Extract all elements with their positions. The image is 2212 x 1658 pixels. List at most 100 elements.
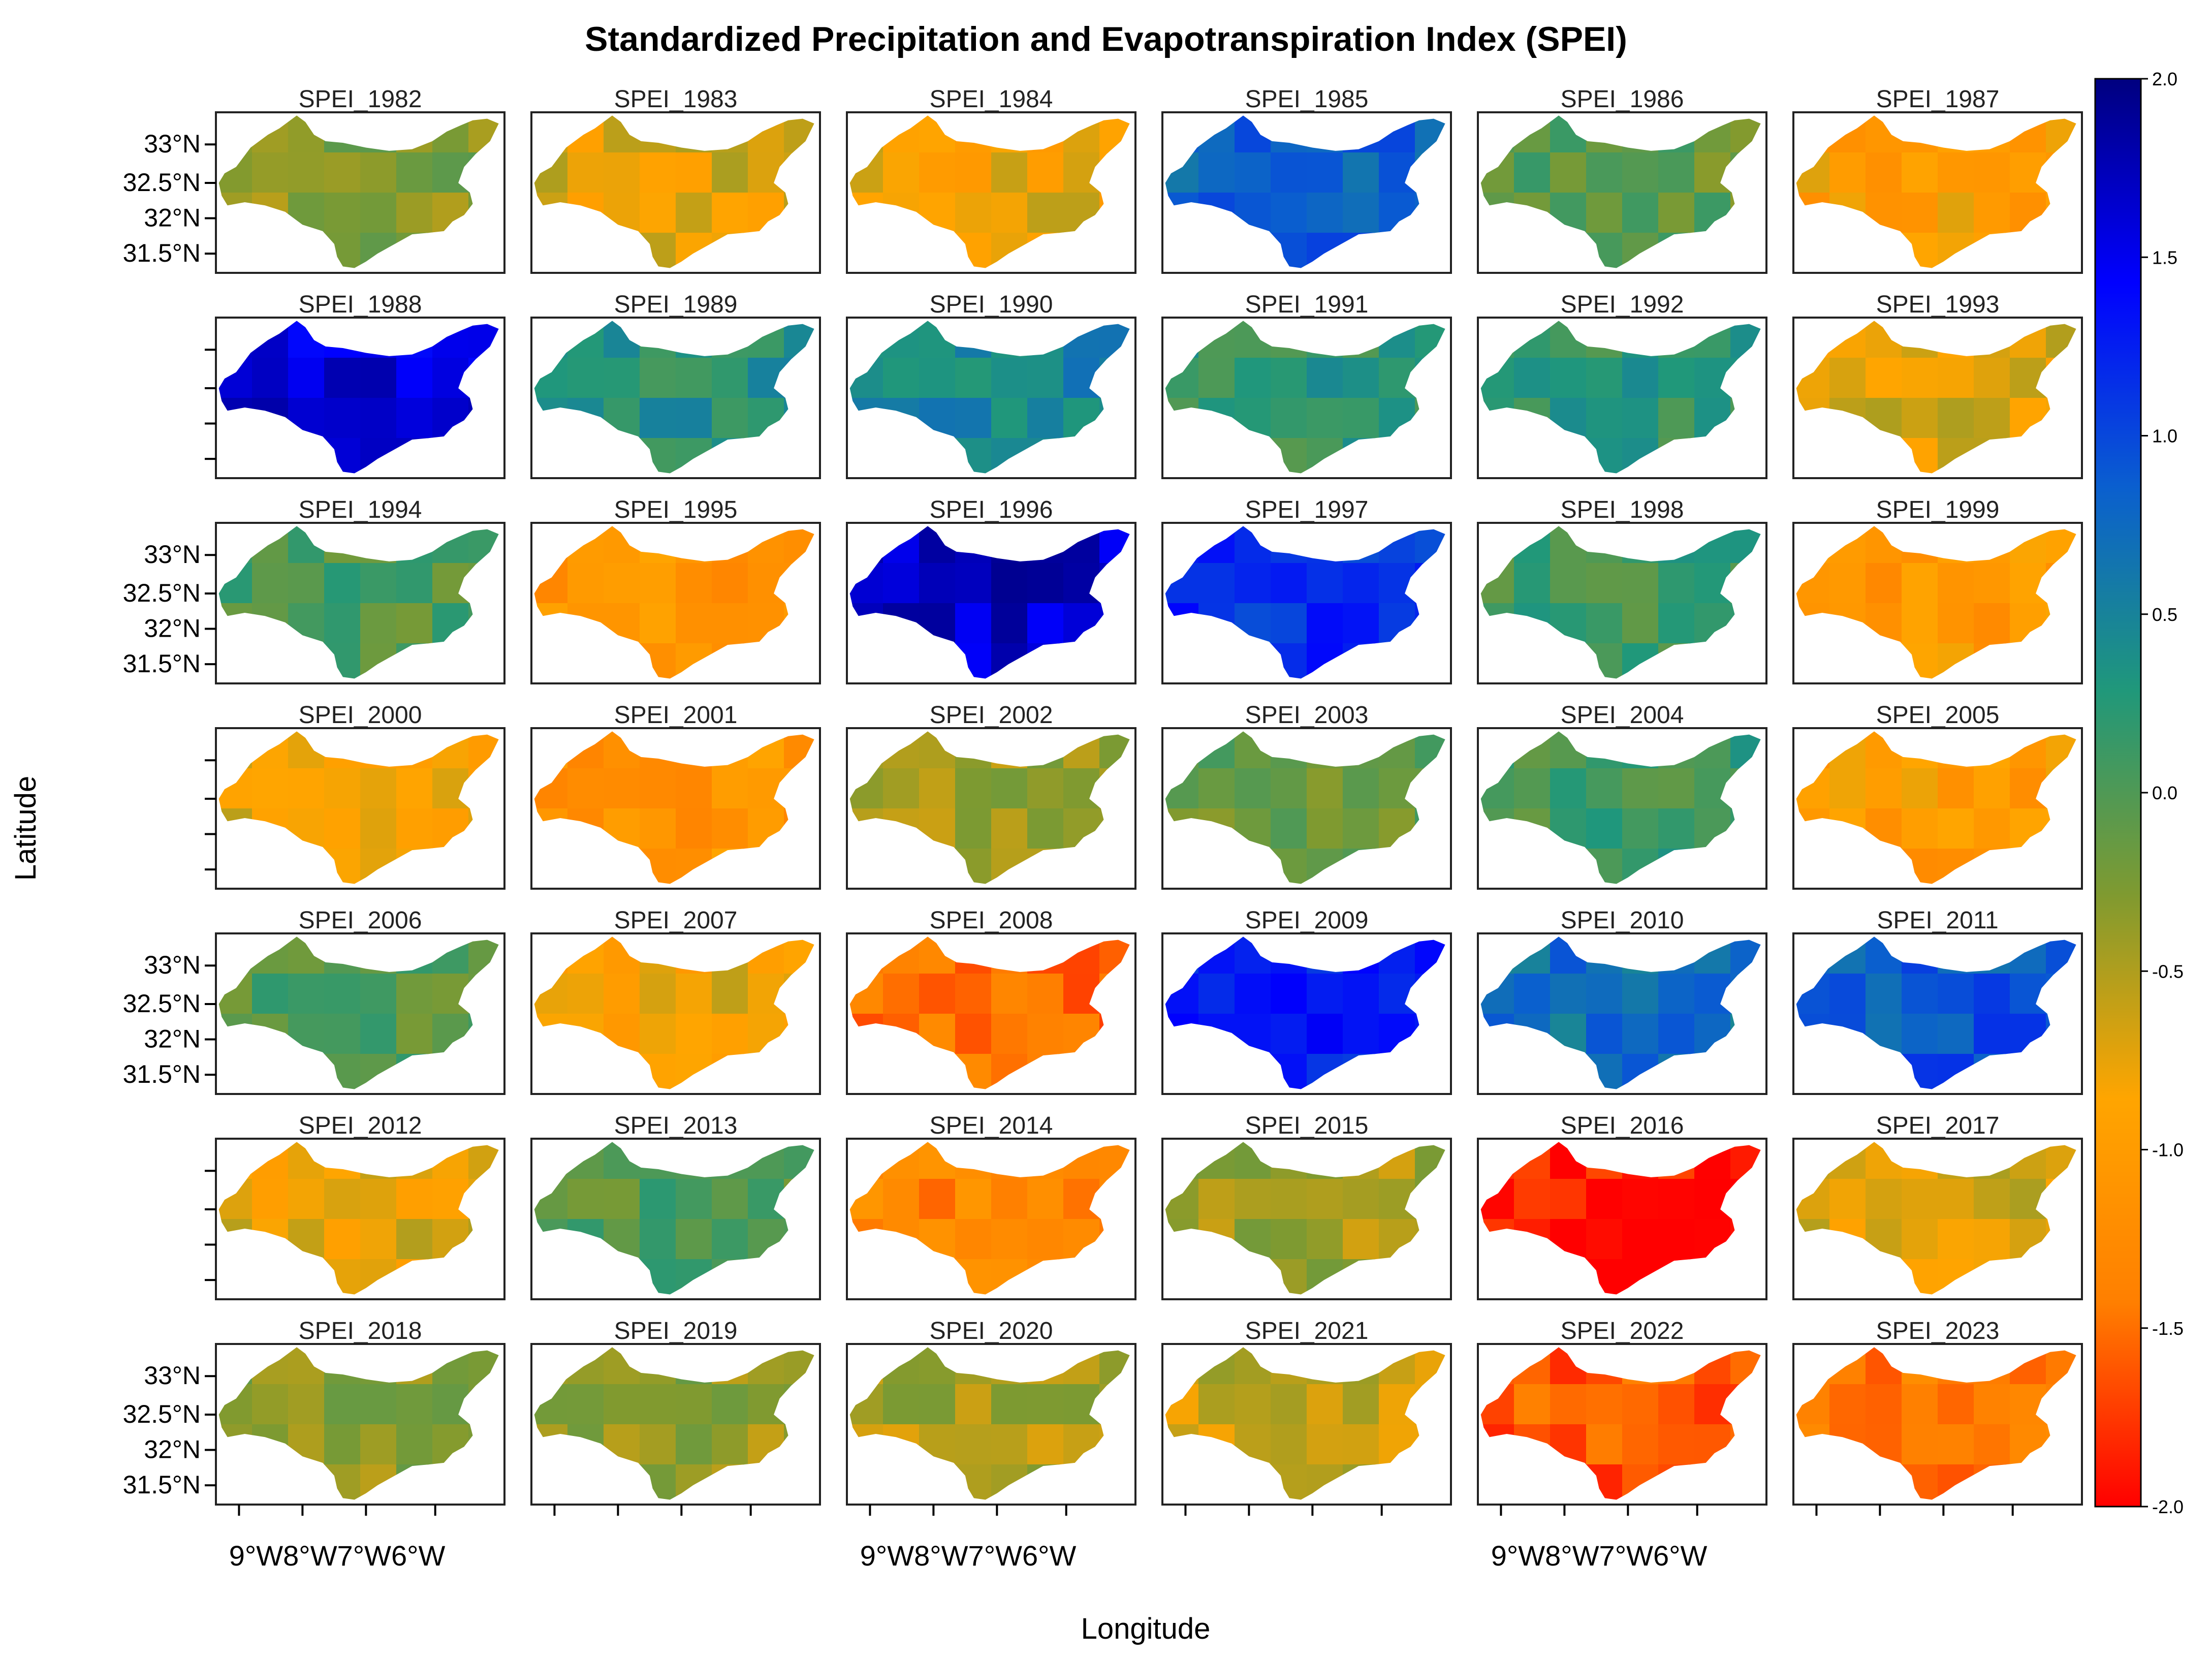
heatmap-cell bbox=[1622, 1424, 1659, 1465]
heatmap-cell bbox=[1622, 152, 1659, 193]
y-tick-label: 33°N bbox=[144, 951, 201, 979]
panel-title: SPEI_2002 bbox=[930, 702, 1053, 729]
panel-title: SPEI_1994 bbox=[299, 496, 422, 523]
heatmap-cell bbox=[1307, 1014, 1343, 1054]
panel-title: SPEI_2014 bbox=[930, 1112, 1053, 1139]
heatmap-cell bbox=[1027, 768, 1064, 809]
heatmap-cell bbox=[1586, 974, 1623, 1014]
heatmap-cell bbox=[324, 808, 361, 849]
heatmap-cell bbox=[640, 768, 676, 809]
heatmap-cell bbox=[955, 398, 992, 439]
heatmap-cell bbox=[1829, 152, 1866, 193]
heatmap-cell bbox=[640, 603, 676, 644]
heatmap-cell bbox=[567, 1384, 604, 1425]
heatmap-cell bbox=[1027, 1384, 1064, 1425]
heatmap-cell bbox=[1938, 1384, 1974, 1425]
heatmap-cell bbox=[1271, 603, 1307, 644]
heatmap-cell bbox=[712, 398, 748, 439]
heatmap-cell bbox=[1938, 398, 1974, 439]
heatmap-cell bbox=[1343, 1179, 1379, 1219]
heatmap-cell bbox=[1343, 563, 1379, 604]
heatmap-cell bbox=[1658, 1014, 1695, 1054]
heatmap-cell bbox=[1271, 1179, 1307, 1219]
heatmap-cell bbox=[1198, 768, 1235, 809]
heatmap-cell bbox=[324, 603, 361, 644]
heatmap-cell bbox=[1027, 808, 1064, 849]
heatmap-cell bbox=[1586, 1384, 1623, 1425]
heatmap-cell bbox=[991, 1424, 1028, 1465]
heatmap-cell bbox=[1307, 808, 1343, 849]
colorbar-tick-label: -2.0 bbox=[2152, 1496, 2184, 1517]
heatmap-cell bbox=[1307, 974, 1343, 1014]
heatmap-cell bbox=[1902, 193, 1938, 233]
heatmap-cell bbox=[1307, 152, 1343, 193]
heatmap-cell bbox=[567, 974, 604, 1014]
panel-title: SPEI_2005 bbox=[1876, 702, 2000, 729]
heatmap-cell bbox=[1866, 152, 1902, 193]
heatmap-cell bbox=[1658, 1179, 1695, 1219]
heatmap-cell bbox=[676, 152, 712, 193]
heatmap-cell bbox=[604, 358, 640, 398]
panel-title: SPEI_2019 bbox=[614, 1318, 738, 1344]
heatmap-cell bbox=[1271, 768, 1307, 809]
heatmap-cell bbox=[324, 1384, 361, 1425]
heatmap-cell bbox=[360, 563, 397, 604]
heatmap-cell bbox=[1307, 768, 1343, 809]
heatmap-cell bbox=[955, 358, 992, 398]
heatmap-cell bbox=[1198, 1179, 1235, 1219]
heatmap-cell bbox=[1866, 974, 1902, 1014]
heatmap-cell bbox=[1622, 1179, 1659, 1219]
heatmap-cell bbox=[640, 974, 676, 1014]
panel-title: SPEI_1997 bbox=[1245, 496, 1369, 523]
heatmap-cell bbox=[883, 152, 920, 193]
heatmap-cell bbox=[991, 152, 1028, 193]
heatmap-cell bbox=[1343, 1219, 1379, 1260]
panel-title: SPEI_1985 bbox=[1245, 86, 1369, 113]
panel-title: SPEI_2008 bbox=[930, 907, 1053, 934]
heatmap-cell bbox=[396, 1384, 433, 1425]
colorbar-gradient bbox=[2094, 78, 2142, 1508]
heatmap-cell bbox=[1974, 1014, 2010, 1054]
heatmap-cell bbox=[360, 358, 397, 398]
heatmap-cell bbox=[1586, 1424, 1623, 1465]
colorbar-tick-label: -1.5 bbox=[2152, 1318, 2184, 1339]
heatmap-cell bbox=[991, 974, 1028, 1014]
heatmap-cell bbox=[919, 152, 956, 193]
heatmap-cell bbox=[324, 398, 361, 439]
heatmap-cell bbox=[1198, 152, 1235, 193]
heatmap-cell bbox=[396, 1014, 433, 1054]
heatmap-cell bbox=[883, 1179, 920, 1219]
heatmap-cell bbox=[1974, 398, 2010, 439]
heatmap-cell bbox=[1902, 768, 1938, 809]
heatmap-cell bbox=[1586, 398, 1623, 439]
heatmap-cell bbox=[1271, 193, 1307, 233]
heatmap-cell bbox=[1938, 1014, 1974, 1054]
heatmap-cell bbox=[1271, 358, 1307, 398]
heatmap-cell bbox=[1974, 603, 2010, 644]
colorbar: 2.0 1.5 1.0 0.5 0.0 -0.5 -1.0 -1.5 -2.0 bbox=[2094, 69, 2184, 1517]
heatmap-cell bbox=[1622, 1384, 1659, 1425]
heatmap-cell bbox=[1343, 1424, 1379, 1465]
heatmap-cell bbox=[1902, 974, 1938, 1014]
heatmap-cell bbox=[676, 974, 712, 1014]
heatmap-cell bbox=[712, 808, 748, 849]
heatmap-cell bbox=[955, 193, 992, 233]
heatmap-cell bbox=[1974, 1219, 2010, 1260]
heatmap-cell bbox=[1307, 193, 1343, 233]
heatmap-cell bbox=[567, 563, 604, 604]
panel-title: SPEI_2016 bbox=[1561, 1112, 1684, 1139]
heatmap-cell bbox=[1658, 603, 1695, 644]
heatmap-cell bbox=[1974, 563, 2010, 604]
panel-title: SPEI_1993 bbox=[1876, 291, 2000, 318]
x-tick-labels: 9°W8°W7°W6°W bbox=[229, 1540, 446, 1572]
panel-title: SPEI_1982 bbox=[299, 86, 422, 113]
heatmap-cell bbox=[883, 1384, 920, 1425]
heatmap-cell bbox=[1938, 603, 1974, 644]
heatmap-cell bbox=[1586, 768, 1623, 809]
panel-title: SPEI_2018 bbox=[299, 1318, 422, 1344]
heatmap-cell bbox=[676, 768, 712, 809]
heatmap-cell bbox=[252, 563, 289, 604]
heatmap-cell bbox=[1235, 358, 1271, 398]
heatmap-cell bbox=[1938, 358, 1974, 398]
heatmap-cell bbox=[991, 1179, 1028, 1219]
